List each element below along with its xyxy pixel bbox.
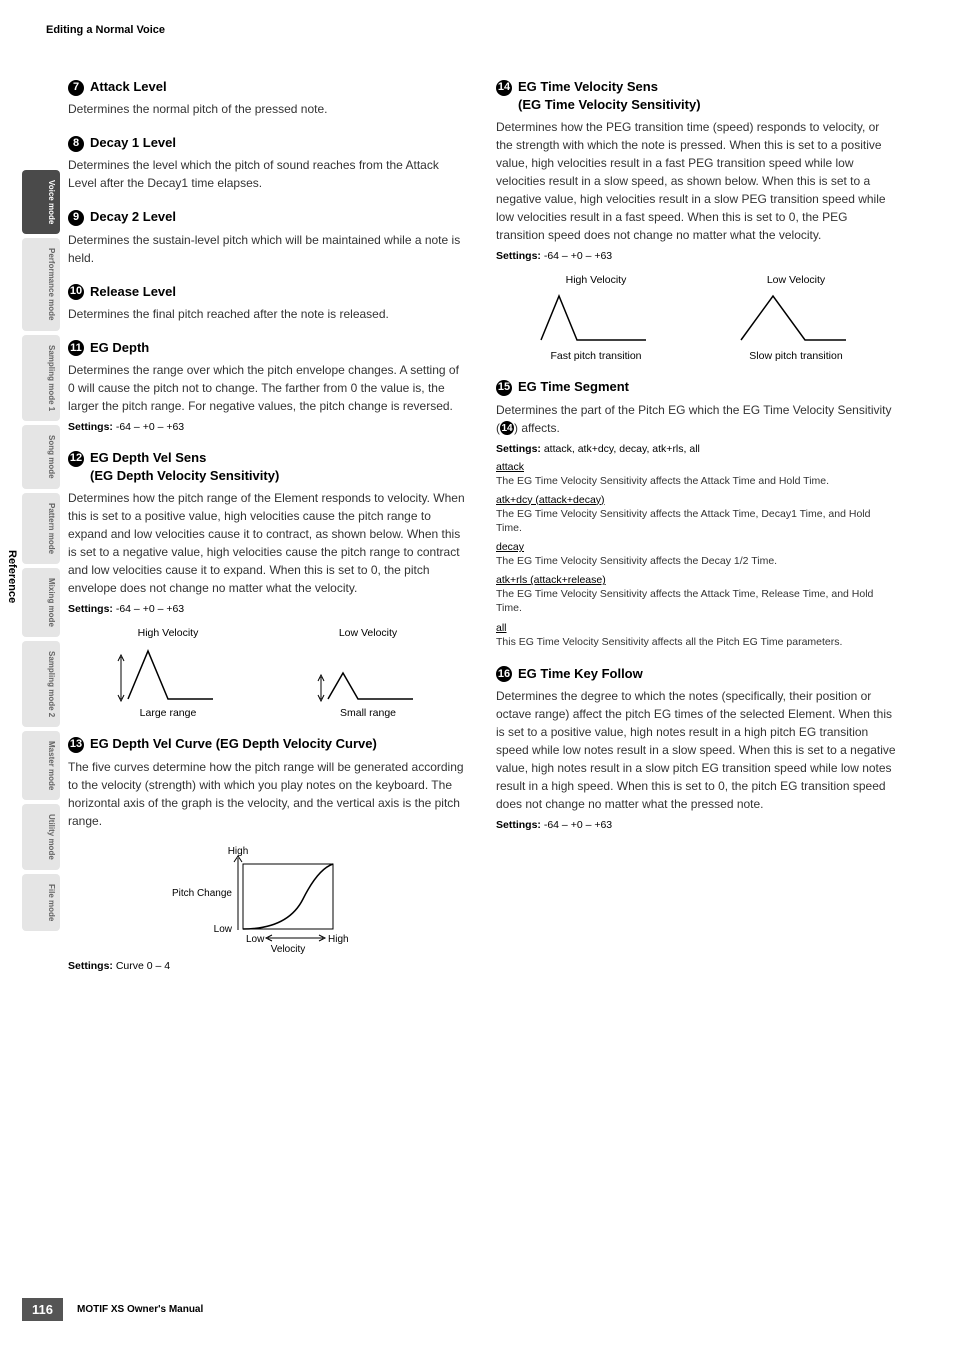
def-desc: The EG Time Velocity Sensitivity affects… (496, 474, 896, 488)
large-envelope-icon (113, 643, 223, 703)
section-heading: Attack Level (90, 79, 167, 94)
left-column: 7 Attack Level Determines the normal pitc… (68, 78, 468, 988)
bullet-icon: 14 (496, 80, 512, 96)
bullet-icon: 15 (496, 380, 512, 396)
section-body: Determines the final pitch reached after… (68, 305, 468, 323)
svg-text:Low: Low (214, 924, 233, 935)
section-eg-depth: 11 EG Depth Determines the range over whi… (68, 339, 468, 433)
bullet-icon: 7 (68, 80, 84, 96)
fast-envelope-icon (531, 290, 661, 346)
section-eg-depth-vel-sens: 12 EG Depth Vel Sens (EG Depth Velocity Se… (68, 449, 468, 719)
sidebar-tab[interactable]: Mixing mode (22, 568, 60, 637)
velocity-transition-diagram: High Velocity Fast pitch transition Low … (496, 274, 896, 362)
bullet-icon: 16 (496, 666, 512, 682)
sidebar-tab[interactable]: File mode (22, 874, 60, 931)
section-heading: EG Depth Vel Sens (90, 450, 206, 465)
section-body: Determines the normal pitch of the press… (68, 100, 468, 118)
svg-text:Velocity: Velocity (271, 944, 305, 954)
section-body: Determines the degree to which the notes… (496, 687, 896, 813)
section-eg-time-segment: 15 EG Time Segment Determines the part of… (496, 378, 896, 648)
sidebar-tab[interactable]: Sampling mode 1 (22, 335, 60, 421)
reference-label: Reference (6, 550, 18, 603)
right-column: 14 EG Time Velocity Sens (EG Time Velocity… (496, 78, 896, 988)
sidebar-tab[interactable]: Pattern mode (22, 493, 60, 564)
sidebar-tab[interactable]: Utility mode (22, 804, 60, 870)
section-body: The five curves determine how the pitch … (68, 758, 468, 830)
ref-bullet-icon: 14 (500, 421, 514, 435)
bullet-icon: 13 (68, 737, 84, 753)
side-tabs: Voice mode Performance mode Sampling mode … (22, 170, 60, 931)
sidebar-tab[interactable]: Sampling mode 2 (22, 641, 60, 727)
diagram-label: Small range (313, 707, 423, 719)
diagram-label: Large range (113, 707, 223, 719)
diagram-label: Slow pitch transition (731, 350, 861, 362)
section-body: Determines the sustain-level pitch which… (68, 231, 468, 267)
settings-line: Settings: attack, atk+dcy, decay, atk+rl… (496, 443, 896, 455)
section-decay2-level: 9 Decay 2 Level Determines the sustain-le… (68, 208, 468, 266)
bullet-icon: 9 (68, 210, 84, 226)
section-heading: Decay 1 Level (90, 135, 176, 150)
def-desc: This EG Time Velocity Sensitivity affect… (496, 635, 896, 649)
sidebar-tab[interactable]: Performance mode (22, 238, 60, 330)
settings-line: Settings: -64 – +0 – +63 (496, 250, 896, 262)
diagram-label: Fast pitch transition (531, 350, 661, 362)
section-eg-time-key-follow: 16 EG Time Key Follow Determines the degr… (496, 665, 896, 831)
section-body: Determines how the PEG transition time (… (496, 118, 896, 244)
def-term: atk+dcy (attack+decay) (496, 494, 896, 506)
svg-text:Low: Low (246, 934, 265, 945)
section-eg-time-vel-sens: 14 EG Time Velocity Sens (EG Time Velocity… (496, 78, 896, 362)
svg-text:High: High (328, 934, 349, 945)
page-number: 116 (22, 1298, 63, 1321)
section-heading: Decay 2 Level (90, 209, 176, 224)
section-body: Determines the part of the Pitch EG whic… (496, 401, 896, 437)
diagram-label: Low Velocity (313, 627, 423, 639)
def-term: atk+rls (attack+release) (496, 574, 896, 586)
def-desc: The EG Time Velocity Sensitivity affects… (496, 554, 896, 568)
section-subheading: (EG Time Velocity Sensitivity) (496, 96, 896, 114)
def-term: attack (496, 461, 896, 473)
section-attack-level: 7 Attack Level Determines the normal pitc… (68, 78, 468, 118)
bullet-icon: 11 (68, 340, 84, 356)
section-subheading: (EG Depth Velocity Sensitivity) (68, 467, 468, 485)
section-eg-depth-vel-curve: 13 EG Depth Vel Curve (EG Depth Velocity … (68, 735, 468, 971)
small-envelope-icon (313, 643, 423, 703)
sidebar-tab[interactable]: Voice mode (22, 170, 60, 234)
section-body: Determines how the pitch range of the El… (68, 489, 468, 597)
main-content: 7 Attack Level Determines the normal pitc… (68, 78, 898, 988)
diagram-label: High Velocity (113, 627, 223, 639)
settings-line: Settings: -64 – +0 – +63 (496, 819, 896, 831)
settings-line: Settings: Curve 0 – 4 (68, 960, 468, 972)
bullet-icon: 8 (68, 136, 84, 152)
section-heading: EG Time Key Follow (518, 666, 643, 681)
def-term: decay (496, 541, 896, 553)
svg-text:Pitch Change: Pitch Change (172, 888, 232, 899)
settings-line: Settings: -64 – +0 – +63 (68, 603, 468, 615)
section-heading: EG Depth (90, 340, 149, 355)
sidebar-tab[interactable]: Master mode (22, 731, 60, 800)
section-body: Determines the range over which the pitc… (68, 361, 468, 415)
bullet-icon: 10 (68, 284, 84, 300)
section-heading: Release Level (90, 284, 176, 299)
velocity-range-diagram: High Velocity Large range Low Velocity (68, 627, 468, 719)
bullet-icon: 12 (68, 451, 84, 467)
definition-list: attackThe EG Time Velocity Sensitivity a… (496, 461, 896, 649)
section-decay1-level: 8 Decay 1 Level Determines the level whic… (68, 134, 468, 192)
velocity-curve-diagram: High Pitch Change Low Low High Velocity (128, 844, 468, 954)
diagram-label: Low Velocity (731, 274, 861, 286)
manual-name: MOTIF XS Owner's Manual (77, 1304, 203, 1315)
def-desc: The EG Time Velocity Sensitivity affects… (496, 587, 896, 615)
section-heading: EG Depth Vel Curve (EG Depth Velocity Cu… (90, 736, 377, 751)
section-body: Determines the level which the pitch of … (68, 156, 468, 192)
settings-line: Settings: -64 – +0 – +63 (68, 421, 468, 433)
diagram-label: High Velocity (531, 274, 661, 286)
header-title: Editing a Normal Voice (46, 24, 165, 36)
def-desc: The EG Time Velocity Sensitivity affects… (496, 507, 896, 535)
sidebar-tab[interactable]: Song mode (22, 425, 60, 489)
page-footer: 116 MOTIF XS Owner's Manual (22, 1298, 203, 1321)
section-heading: EG Time Segment (518, 379, 629, 394)
slow-envelope-icon (731, 290, 861, 346)
section-release-level: 10 Release Level Determines the final pit… (68, 283, 468, 323)
section-heading: EG Time Velocity Sens (518, 79, 658, 94)
def-term: all (496, 622, 896, 634)
